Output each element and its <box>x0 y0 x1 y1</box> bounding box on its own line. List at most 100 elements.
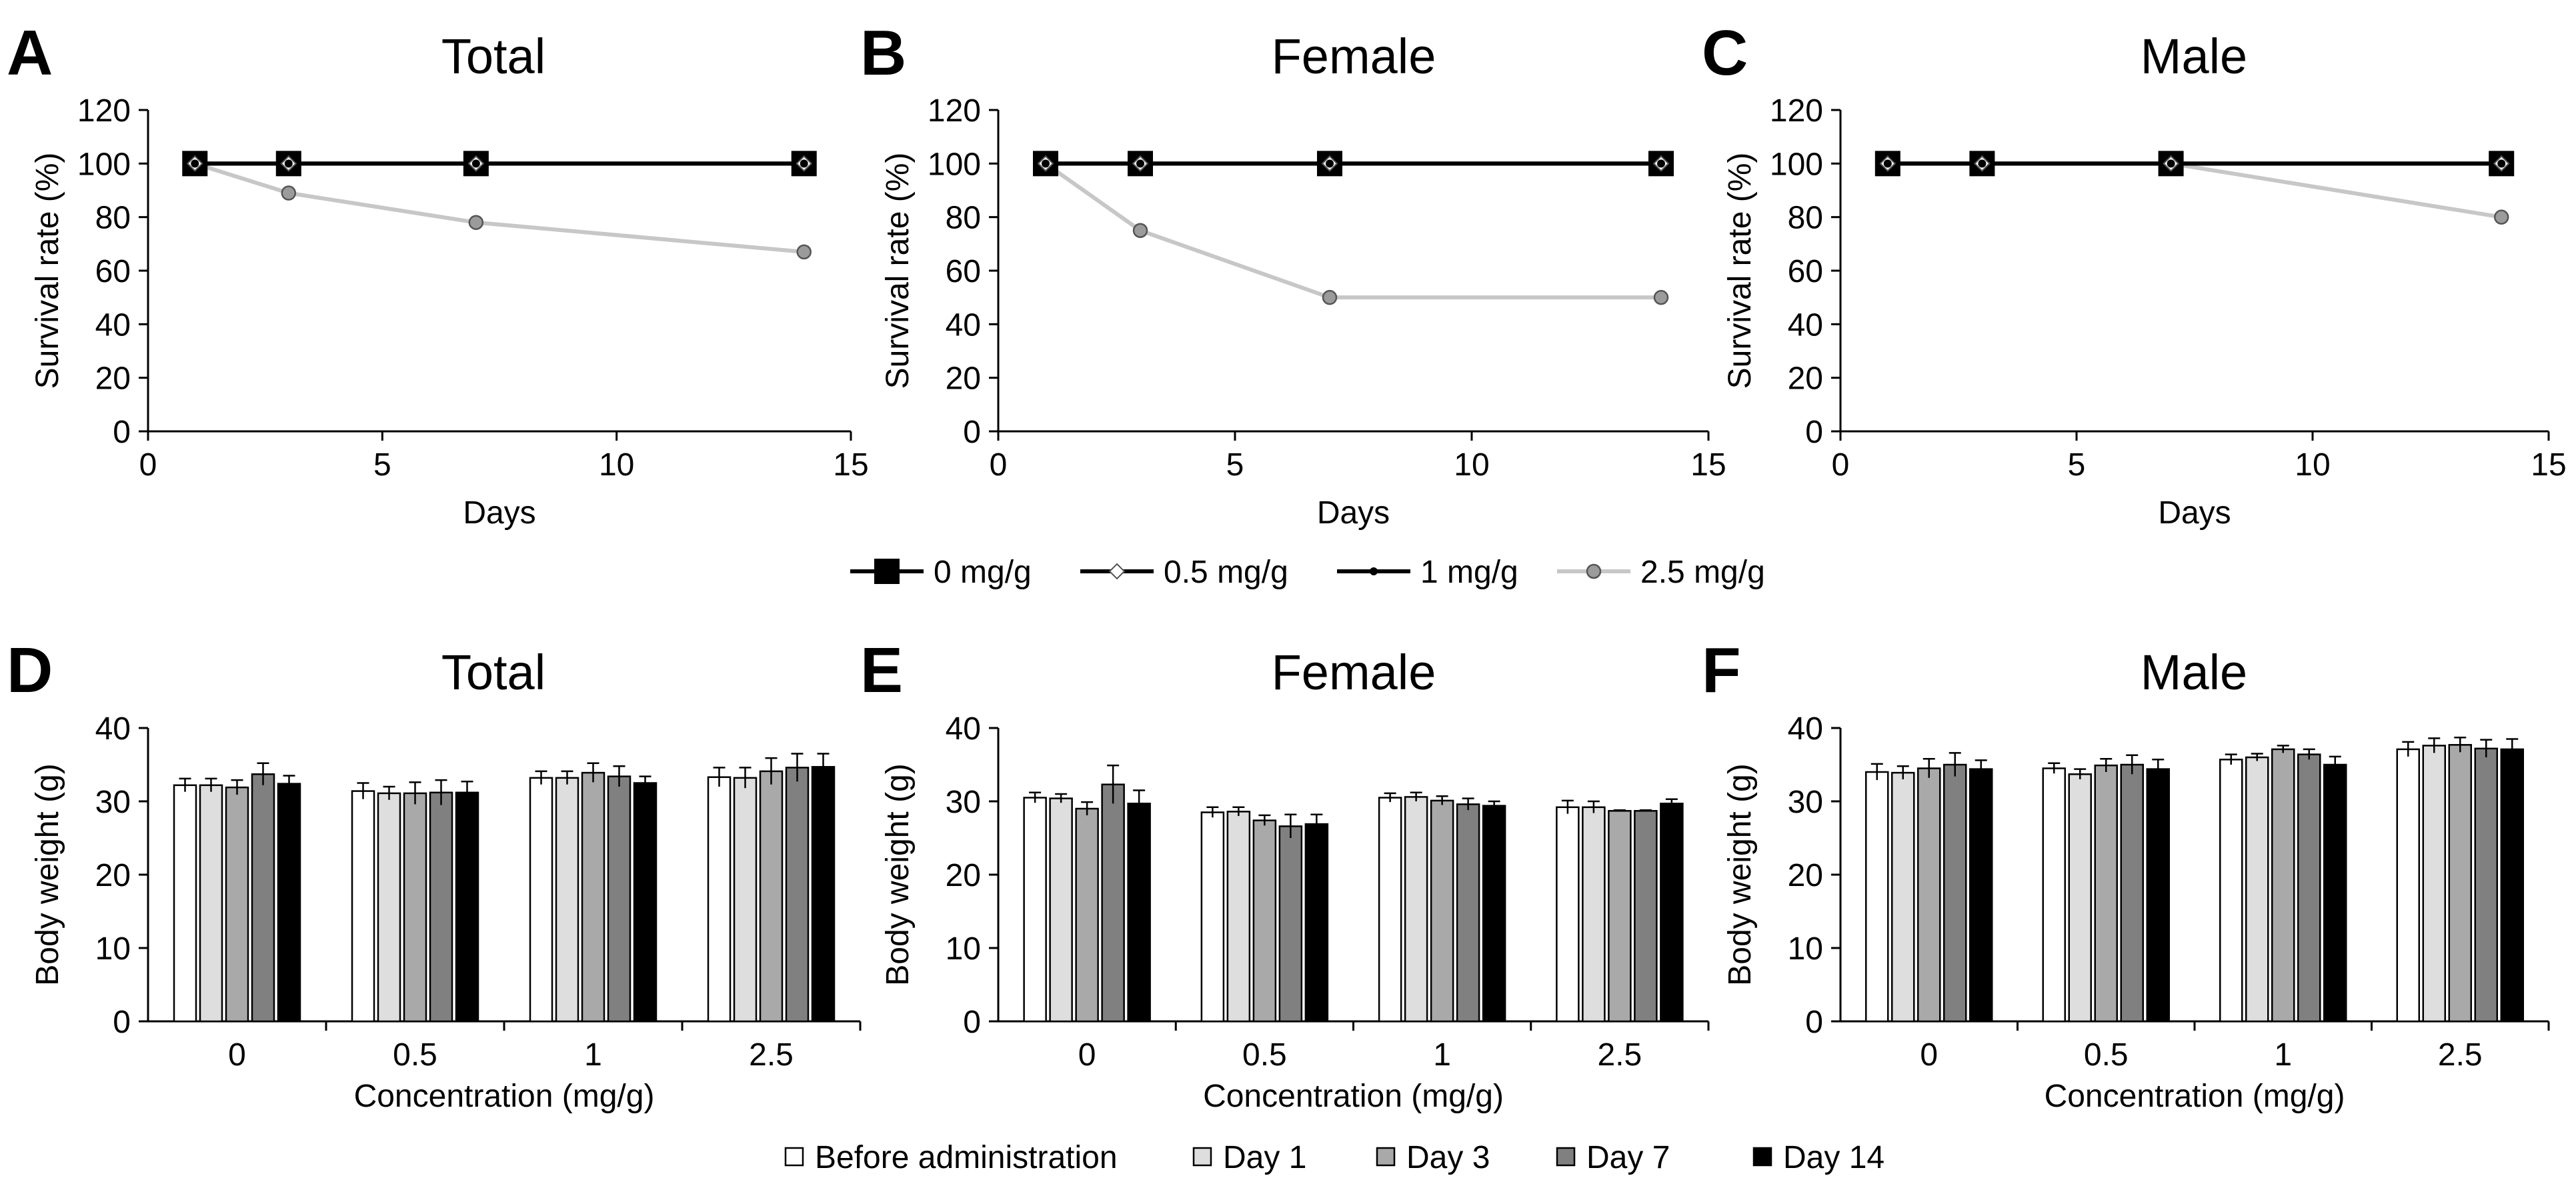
body-weight-panel-e: E Female 0 10 20 30 40 0 0.5 1 2.5 Concentration (m… <box>860 635 1710 1114</box>
legend-item-0-mg-g: 0 mg/g <box>850 555 1032 590</box>
bar-group <box>277 775 301 1023</box>
bar-group <box>1891 765 1915 1023</box>
bar-group <box>1200 806 1225 1023</box>
legend-label: 1 mg/g <box>1420 555 1518 590</box>
data-point <box>468 215 484 230</box>
bar <box>785 767 810 1023</box>
bar <box>1023 797 1047 1023</box>
y-tick-label: 80 <box>1788 201 1823 236</box>
bar-group <box>1101 764 1125 1023</box>
bar-group <box>1969 759 1993 1023</box>
bar <box>1556 806 1580 1023</box>
data-point <box>800 159 808 168</box>
legend-swatch <box>1376 1147 1396 1167</box>
bar-group <box>555 770 579 1023</box>
y-tick-label: 10 <box>946 931 981 967</box>
survival-panel-a: A Total 0 20 40 60 80 100 120 0 5 10 15 Days Survival … <box>7 17 869 531</box>
x-tick-label: 15 <box>2531 447 2566 483</box>
survival-legend: 0 mg/g 0.5 mg/g 1 mg/g 2.5 mg/g <box>850 555 1765 590</box>
legend-item-day-3: Day 3 <box>1376 1140 1490 1175</box>
bar-group <box>581 762 605 1023</box>
bar <box>455 791 479 1023</box>
panel-title: Female <box>1272 645 1436 700</box>
bar <box>1969 768 1993 1023</box>
y-tick-label: 10 <box>1788 931 1823 967</box>
body-weight-panel-d: D Total 0 10 20 30 40 0 0.5 1 2.5 Concentration (mg… <box>7 635 862 1114</box>
legend-item-before-administration: Before administration <box>784 1140 1118 1175</box>
bar-group <box>2448 737 2472 1023</box>
panel-letter: E <box>860 635 903 706</box>
data-point <box>2167 159 2175 168</box>
bar <box>1101 783 1125 1023</box>
y-tick-label: 20 <box>946 361 981 397</box>
data-point <box>1322 289 1338 305</box>
bar-group <box>2094 757 2118 1023</box>
bar-group <box>607 765 631 1023</box>
bar <box>429 791 453 1023</box>
bar <box>2094 764 2118 1023</box>
bar-group <box>1252 814 1277 1023</box>
bar-group <box>2500 738 2524 1023</box>
bar <box>2323 763 2347 1023</box>
bar <box>2297 753 2321 1023</box>
bar <box>1127 803 1151 1023</box>
legend-swatch <box>1192 1147 1212 1167</box>
bar-group <box>1226 806 1251 1023</box>
bar <box>1865 771 1889 1023</box>
data-point <box>1657 159 1665 168</box>
bar-group <box>1023 791 1047 1023</box>
bar-group <box>785 753 810 1023</box>
bar-group <box>2245 753 2269 1023</box>
bar-group <box>403 781 427 1023</box>
bar-group <box>199 777 223 1023</box>
y-tick-label: 100 <box>77 147 131 182</box>
y-tick-label: 80 <box>946 201 981 236</box>
legend-item-2-5-mg-g: 2.5 mg/g <box>1557 555 1765 590</box>
y-tick-label: 20 <box>95 858 131 893</box>
category-label: 1 <box>1433 1037 1451 1073</box>
bar <box>811 766 836 1023</box>
bar <box>555 777 579 1023</box>
bar <box>2245 756 2269 1023</box>
bar-group <box>633 775 658 1023</box>
legend-item-day-14: Day 14 <box>1752 1140 1884 1175</box>
data-point <box>284 159 293 168</box>
bar <box>1404 796 1428 1023</box>
x-tick-label: 5 <box>1226 447 1244 483</box>
bar <box>251 773 275 1023</box>
bar-group <box>2146 759 2170 1023</box>
legend-label: Day 1 <box>1223 1140 1306 1175</box>
bar <box>1456 803 1480 1023</box>
category-label: 0 <box>1920 1037 1938 1073</box>
bar-group <box>1917 757 1941 1023</box>
bar <box>1252 819 1277 1023</box>
y-tick-label: 100 <box>928 147 981 182</box>
bar <box>277 783 301 1023</box>
bar-group <box>2297 748 2321 1023</box>
series-2-5-mg-g <box>194 161 805 254</box>
category-label: 1 <box>584 1037 602 1073</box>
legend-item-day-1: Day 1 <box>1192 1140 1306 1175</box>
y-tick-label: 60 <box>946 254 981 289</box>
bar <box>1304 823 1329 1023</box>
bar <box>1049 797 1073 1023</box>
bar <box>759 770 784 1023</box>
y-tick-label: 20 <box>95 361 131 397</box>
panel-title: Female <box>1272 29 1436 84</box>
bar-group <box>1430 795 1454 1023</box>
series-line <box>1044 161 1661 300</box>
bar <box>199 784 223 1023</box>
bar-group <box>2042 762 2066 1023</box>
x-tick-label: 0 <box>1832 447 1850 483</box>
bar <box>581 771 605 1023</box>
y-axis-label: Survival rate (%) <box>880 153 916 389</box>
bar-group <box>1865 763 1889 1023</box>
bar <box>1582 806 1606 1023</box>
survival-panel-c: C Male 0 20 40 60 80 100 120 0 5 10 15 Days Survival r… <box>1702 17 2567 531</box>
category-label: 0 <box>228 1037 246 1073</box>
panel-letter: F <box>1702 635 1741 706</box>
survival-panel-b: B Female 0 20 40 60 80 100 120 0 5 10 15 Days Survival… <box>860 17 1726 531</box>
series-markers-1-mg-g <box>1883 159 2506 168</box>
y-tick-label: 40 <box>946 711 981 747</box>
